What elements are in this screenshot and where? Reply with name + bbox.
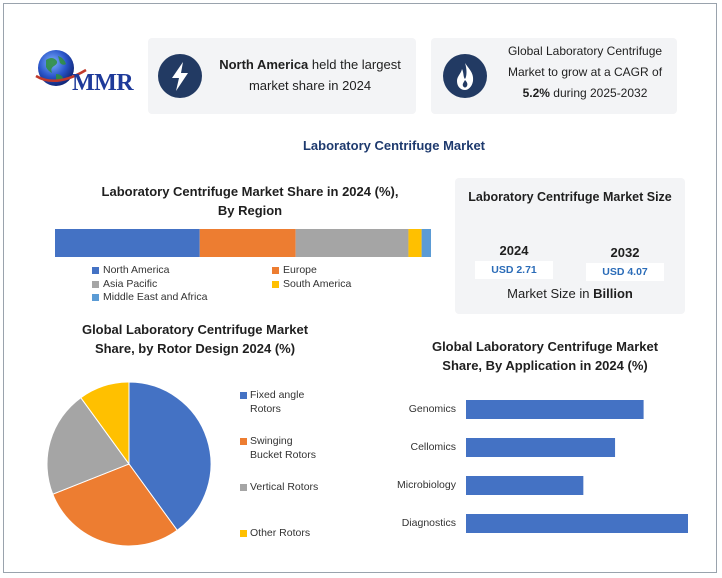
region-legend-label: North America — [103, 264, 170, 276]
region-legend-label: Europe — [283, 264, 317, 276]
region-legend-label: Asia Pacific — [103, 278, 158, 290]
market-size-caption: Market Size in Billion — [507, 286, 633, 301]
main-title: Laboratory Centrifuge Market — [302, 138, 486, 153]
market-size-value-2032: USD 4.07 — [586, 263, 664, 281]
globe-icon — [35, 50, 87, 86]
application-label-cellomics: Cellomics — [410, 441, 456, 453]
application-bar-microbiology — [466, 476, 584, 495]
highlight-text-1: North America held the largest market sh… — [219, 57, 401, 93]
market-size-value-2024: USD 2.71 — [475, 261, 553, 279]
market-size-title: Laboratory Centrifuge Market Size — [468, 190, 672, 204]
region-legend-item-asia-pacific: Asia Pacific — [92, 278, 157, 290]
application-bar-diagnostics — [466, 514, 688, 533]
application-label-diagnostics: Diagnostics — [401, 517, 456, 529]
flame-icon-badge — [443, 54, 487, 98]
highlight-card-cagr: Global Laboratory Centrifuge Market to g… — [431, 38, 677, 114]
region-legend-label: South America — [283, 278, 352, 290]
region-bar-segment-asia-pacific — [295, 229, 409, 257]
market-size-year-2024: 2024 — [499, 243, 529, 258]
rotor-legend-swatch-other-rotors — [240, 530, 247, 537]
logo: MMR — [34, 44, 138, 98]
region-legend-label: Middle East and Africa — [103, 291, 208, 303]
region-stacked-bar — [55, 229, 431, 257]
highlight-text-2: Global Laboratory Centrifuge Market to g… — [507, 44, 663, 100]
region-bar-segment-north-america — [55, 229, 200, 257]
region-legend-swatch — [92, 266, 99, 274]
region-legend-item-south-america: South America — [272, 278, 351, 290]
highlight-card-north-america: North America held the largest market sh… — [148, 38, 416, 114]
rotor-pie-slice-swinging-bucket-rotors — [52, 463, 178, 547]
market-size-year-2032: 2032 — [610, 245, 640, 260]
rotor-legend-swatch-fixed-angle-rotors — [240, 392, 247, 399]
flame-icon — [457, 63, 474, 90]
rotor-legend-swatch-swinging-bucket-rotors — [240, 438, 247, 445]
region-legend-item-north-america: North America — [92, 264, 170, 276]
application-label-microbiology: Microbiology — [397, 479, 456, 491]
region-legend-item-middle-east-and-africa: Middle East and Africa — [92, 291, 207, 303]
rotor-legend-label-swinging-bucket-rotors: Swinging Bucket Rotors — [250, 435, 316, 461]
infographic-frame — [3, 3, 717, 573]
application-bar-genomics — [466, 400, 644, 419]
region-bar-segment-south-america — [408, 229, 422, 257]
region-bar-segment-europe — [199, 229, 296, 257]
region-legend-swatch — [92, 293, 99, 301]
logo-text: MMR — [72, 70, 134, 96]
region-legend-swatch — [272, 266, 279, 274]
application-label-genomics: Genomics — [408, 403, 456, 415]
rotor-pie-slice-other-rotors — [80, 381, 130, 466]
application-bar-cellomics — [466, 438, 616, 457]
application-bar-chart — [466, 400, 688, 533]
region-legend-item-europe: Europe — [272, 264, 317, 276]
rotor-pie-slice-vertical-rotors — [46, 396, 130, 495]
lightning-icon-badge — [158, 54, 202, 98]
lightning-icon — [172, 62, 188, 91]
rotor-legend-label-other-rotors: Other Rotors — [250, 527, 311, 539]
rotor-chart-title: Global Laboratory Centrifuge Market Shar… — [81, 322, 309, 356]
region-bar-segment-middle-east-and-africa — [421, 229, 431, 257]
market-size-card: Laboratory Centrifuge Market Size 2024 2… — [455, 178, 685, 314]
rotor-legend-label-vertical-rotors: Vertical Rotors — [250, 481, 319, 493]
region-chart-title: Laboratory Centrifuge Market Share in 20… — [101, 184, 399, 218]
rotor-pie-chart — [46, 381, 212, 547]
region-legend-swatch — [92, 280, 99, 288]
rotor-legend-swatch-vertical-rotors — [240, 484, 247, 491]
rotor-legend-label-fixed-angle-rotors: Fixed angle Rotors — [250, 389, 305, 415]
region-legend-swatch — [272, 280, 279, 288]
application-chart-title: Global Laboratory Centrifuge Market Shar… — [431, 339, 659, 373]
rotor-pie-slice-fixed-angle-rotors — [128, 381, 212, 532]
